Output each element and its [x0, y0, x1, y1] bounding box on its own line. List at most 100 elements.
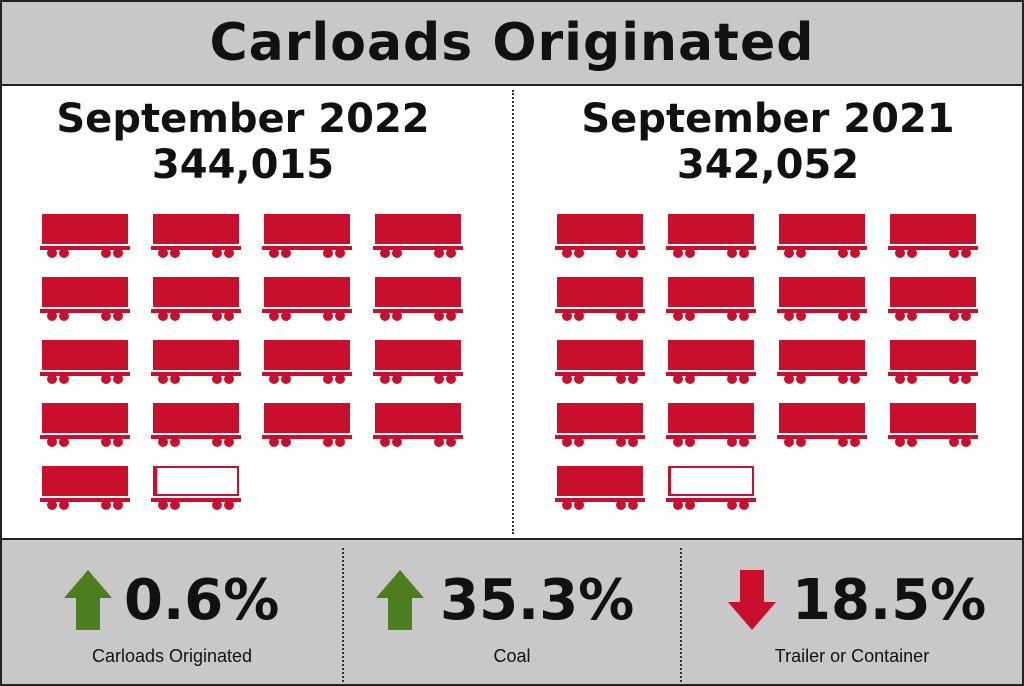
car-wheel: [850, 248, 860, 258]
car-deck: [555, 309, 645, 313]
car-deck: [888, 372, 978, 376]
car-deck: [40, 309, 130, 313]
stat-divider: [342, 548, 344, 682]
car-body: [264, 214, 350, 244]
car-wheel: [224, 500, 234, 510]
car-wheel: [158, 311, 168, 321]
car-deck: [262, 309, 352, 313]
arrow-up-icon: [376, 570, 424, 630]
freight-car-icon: [666, 340, 756, 384]
car-wheel: [212, 500, 222, 510]
car-wheel: [269, 437, 279, 447]
car-deck: [777, 372, 867, 376]
car-body: [668, 277, 754, 307]
car-wheel: [323, 374, 333, 384]
car-wheel: [323, 437, 333, 447]
arrow-shape: [376, 570, 424, 630]
car-deck: [666, 435, 756, 439]
car-wheel: [961, 248, 971, 258]
freight-car-icon: [555, 403, 645, 447]
freight-car-icon: [151, 403, 241, 447]
car-body-outline: [153, 466, 239, 496]
car-wheel: [685, 500, 695, 510]
car-wheel: [101, 374, 111, 384]
freight-car-icon: [555, 340, 645, 384]
car-wheel: [158, 248, 168, 258]
car-wheel: [212, 437, 222, 447]
car-wheel: [212, 374, 222, 384]
stat-label: Carloads Originated: [91, 646, 253, 666]
car-wheel: [949, 311, 959, 321]
freight-car-icon: [777, 403, 867, 447]
freight-car-icon: [40, 214, 130, 258]
car-wheel: [616, 374, 626, 384]
stat-divider: [680, 548, 682, 682]
freight-car-icon: [777, 214, 867, 258]
car-wheel: [628, 500, 638, 510]
car-wheel: [574, 500, 584, 510]
car-wheel: [838, 437, 848, 447]
car-wheel: [47, 374, 57, 384]
car-wheel: [616, 437, 626, 447]
car-body: [42, 214, 128, 244]
car-wheel: [224, 311, 234, 321]
car-wheel: [380, 248, 390, 258]
car-deck: [666, 372, 756, 376]
car-wheel: [850, 437, 860, 447]
stat-value: 18.5%: [792, 568, 987, 633]
car-wheel: [727, 311, 737, 321]
car-wheel: [784, 437, 794, 447]
freight-car-icon: [666, 277, 756, 321]
car-wheel: [446, 311, 456, 321]
car-body: [557, 403, 643, 433]
car-deck: [666, 498, 756, 502]
car-deck: [373, 309, 463, 313]
car-wheel: [47, 437, 57, 447]
freight-car-icon: [262, 214, 352, 258]
car-wheel: [446, 248, 456, 258]
car-wheel: [113, 311, 123, 321]
car-wheel: [446, 374, 456, 384]
stat-coal: 35.3% Coal: [342, 540, 682, 686]
car-deck: [555, 435, 645, 439]
arrow-up-icon: [64, 570, 112, 630]
car-body: [42, 340, 128, 370]
freight-car-icon: [373, 214, 463, 258]
car-wheel: [616, 500, 626, 510]
panel-header: September 2021 342,052: [514, 96, 1022, 188]
car-body: [153, 277, 239, 307]
car-wheel: [380, 437, 390, 447]
page-title: Carloads Originated: [209, 13, 815, 73]
car-wheel: [574, 311, 584, 321]
car-wheel: [212, 248, 222, 258]
car-wheel: [673, 500, 683, 510]
car-deck: [151, 435, 241, 439]
car-wheel: [673, 311, 683, 321]
car-deck: [151, 309, 241, 313]
car-wheel: [616, 311, 626, 321]
car-wheel: [59, 374, 69, 384]
freight-car-icon: [262, 403, 352, 447]
car-wheel: [907, 248, 917, 258]
car-wheel: [281, 437, 291, 447]
freight-car-icon: [777, 277, 867, 321]
car-wheel: [784, 374, 794, 384]
freight-car-icon: [666, 214, 756, 258]
car-pictograph: [555, 214, 978, 510]
car-wheel: [170, 311, 180, 321]
freight-car-icon: [373, 277, 463, 321]
car-deck: [777, 309, 867, 313]
car-deck: [888, 309, 978, 313]
car-deck: [373, 372, 463, 376]
car-wheel: [685, 374, 695, 384]
car-wheel: [281, 311, 291, 321]
freight-car-icon: [888, 214, 978, 258]
car-wheel: [727, 437, 737, 447]
car-deck: [777, 435, 867, 439]
freight-car-icon: [888, 340, 978, 384]
freight-car-icon: [151, 214, 241, 258]
car-body: [153, 214, 239, 244]
car-deck: [151, 372, 241, 376]
car-wheel: [170, 248, 180, 258]
car-wheel: [392, 248, 402, 258]
